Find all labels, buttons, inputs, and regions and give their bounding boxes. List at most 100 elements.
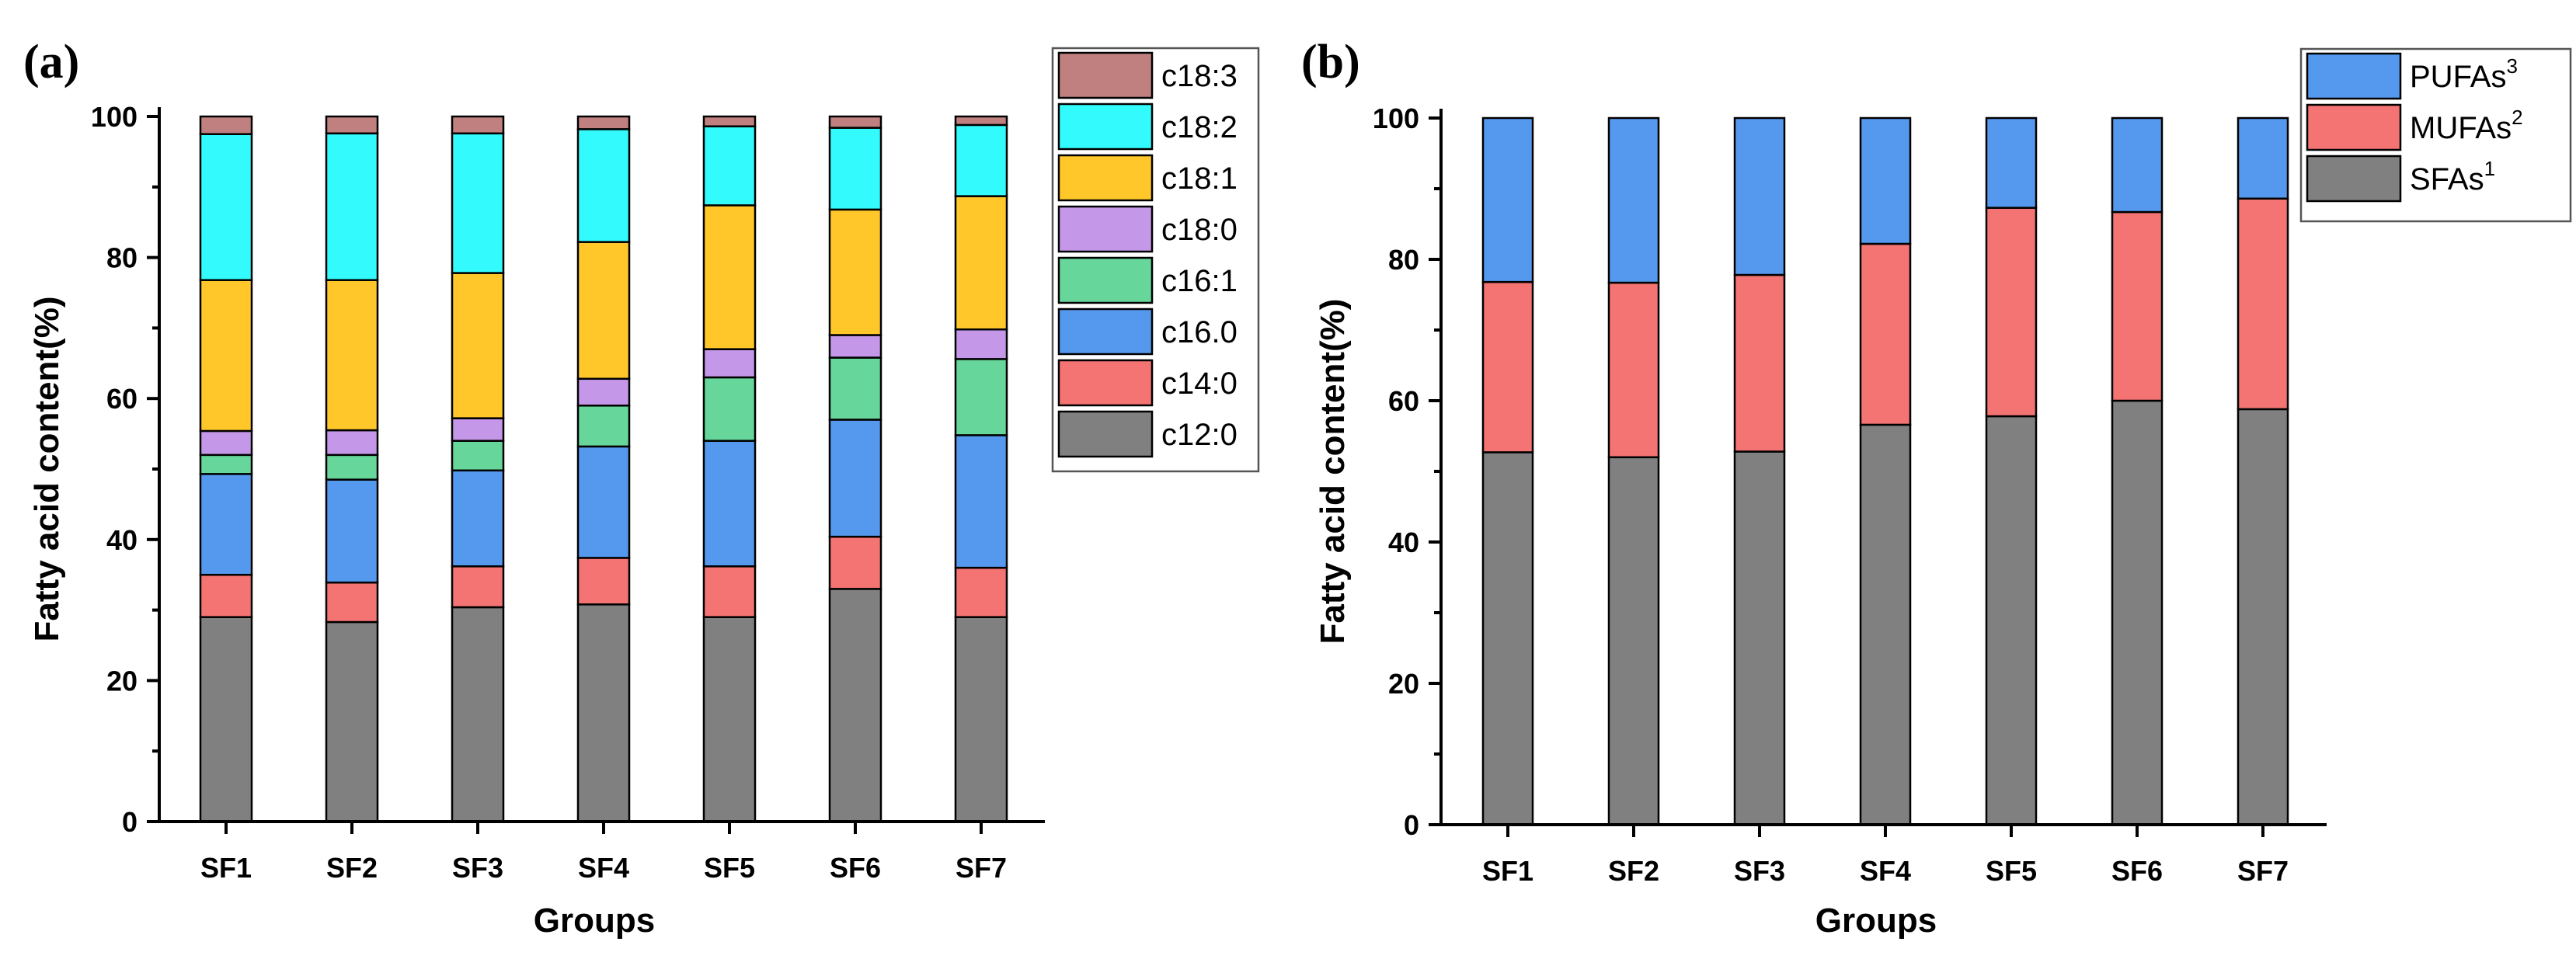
panel-a-bar-sf3-c16-0 (451, 469, 505, 568)
panel-a-bar-sf4-c18-2 (576, 128, 631, 243)
panel-b-x-tick-label-sf3: SF3 (1734, 855, 1785, 887)
panel-b-y-tick-label: 80 (1388, 244, 1419, 276)
panel-b-bars (1481, 116, 2289, 826)
panel-a-legend-label-c18-0: c18:0 (1161, 213, 1238, 247)
panel-b-bar-sf6-pufas (2111, 116, 2163, 214)
panel-a-bar-sf4-c12-0 (576, 603, 631, 823)
panel-b-bar-sf7-mufas (2237, 197, 2289, 411)
panel-b-bar-sf4-sfas (1859, 423, 1912, 826)
panel-a-legend-swatch-c18-2 (1057, 103, 1154, 151)
panel-a-y-tick-label: 20 (106, 665, 138, 697)
panel-a-legend-swatch-c12-0 (1057, 410, 1154, 458)
panel-a-bar-sf7-c18-1 (954, 195, 1008, 331)
panel-a-x-tick-label-sf4: SF4 (578, 852, 629, 884)
panel-a-legend-swatch-c16-1 (1057, 256, 1154, 304)
panel-a-bar-sf1-c12-0 (199, 616, 253, 823)
panel-a-bar-sf3-c18-2 (451, 132, 505, 274)
panel-b-x-tick-label-sf5: SF5 (1986, 855, 2037, 887)
panel-a-legend-label-c12-0: c12:0 (1161, 418, 1238, 452)
panel-a-y-axis-title: Fatty acid content(%) (28, 297, 66, 642)
panel-a-bar-sf3-c18-1 (451, 272, 505, 419)
panel-a-y-tick-label: 60 (106, 383, 138, 415)
panel-a-bar-sf5-c18-3 (702, 115, 757, 127)
panel-b-stacked-bar-chart: (b) Fatty acid content(%) Groups 0 20 40 60… (1301, 36, 2572, 940)
panel-a-bar-sf1-c18-3 (199, 115, 253, 135)
panel-a-bar-sf7-c16-1 (954, 358, 1008, 436)
panel-a-bar-sf2-c12-0 (325, 620, 379, 823)
panel-b-bar-sf2-sfas (1607, 456, 1660, 826)
panel-b-y-tick-label: 0 (1404, 809, 1419, 841)
panel-a-bar-sf5-c18-0 (702, 348, 757, 379)
panel-a-bar-sf5-c18-2 (702, 125, 757, 207)
panel-a-y-tick-label: 0 (122, 806, 138, 838)
panel-a-legend-label-c14-0: c14:0 (1161, 367, 1238, 401)
panel-a-bar-sf3-c18-0 (451, 417, 505, 442)
panel-a-bar-sf1-c14-0 (199, 573, 253, 618)
panel-b-legend-label-mufas: MUFAs2 (2410, 106, 2523, 145)
panel-b-legend-label-sfas: SFAs1 (2410, 157, 2495, 196)
panel-a-bar-sf2-c18-3 (325, 115, 379, 135)
panel-a-legend-label-c18-2: c18:2 (1161, 110, 1238, 144)
panel-b-bar-sf4-mufas (1859, 242, 1912, 426)
panel-a-bar-sf3-c12-0 (451, 606, 505, 823)
panel-b-bar-sf7-pufas (2237, 116, 2289, 200)
panel-a-bar-sf4-c18-1 (576, 241, 631, 381)
panel-a-legend-swatch-c16-0 (1057, 308, 1154, 356)
panel-a-label: (a) (23, 36, 79, 89)
panel-a-y-tick-label: 40 (106, 524, 138, 556)
panel-b-bar-sf3-sfas (1733, 450, 1786, 826)
panel-a-bar-sf6-c18-2 (828, 127, 882, 211)
panel-a-bar-sf5-c16-0 (702, 440, 757, 568)
panel-a-bar-sf3-c14-0 (451, 565, 505, 609)
panel-b-y-tick-label: 60 (1388, 385, 1419, 417)
panel-a-bar-sf7-c18-2 (954, 123, 1008, 197)
panel-a-legend-label-c16-0: c16.0 (1161, 315, 1238, 349)
panel-b-x-tick-label-sf6: SF6 (2111, 855, 2163, 887)
panel-a-bars (199, 115, 1008, 823)
panel-a-legend-label-c18-1: c18:1 (1161, 162, 1238, 196)
panel-a-bar-sf5-c14-0 (702, 565, 757, 618)
panel-a-bar-sf1-c18-1 (199, 279, 253, 433)
panel-a-bar-sf2-c16-0 (325, 478, 379, 584)
panel-a-bar-sf6-c12-0 (828, 588, 882, 823)
panel-a-bar-sf5-c18-1 (702, 204, 757, 350)
panel-a-x-tick-label-sf2: SF2 (326, 852, 378, 884)
panel-b-legend: PUFAs3 MUFAs2 SFAs1 (2299, 47, 2572, 223)
panel-a-bar-sf1-c18-2 (199, 133, 253, 281)
panel-a-bar-sf7-c16-0 (954, 434, 1008, 569)
panel-a-bar-sf4-c16-1 (576, 405, 631, 448)
panel-a-bar-sf6-c18-1 (828, 208, 882, 336)
panel-a-bar-sf1-c16-0 (199, 473, 253, 576)
panel-a-legend-swatch-c18-3 (1057, 51, 1154, 99)
panel-a-bar-sf6-c16-0 (828, 419, 882, 538)
panel-a-bar-sf3-c16-1 (451, 440, 505, 472)
panel-b-bar-sf5-mufas (1985, 207, 2038, 418)
panel-a-bar-sf2-c14-0 (325, 581, 379, 624)
panel-b-x-tick-label-sf2: SF2 (1608, 855, 1659, 887)
panel-b-y-axis-title: Fatty acid content(%) (1314, 299, 1352, 645)
panel-b-x-tick-label-sf1: SF1 (1482, 855, 1533, 887)
panel-b-bar-sf4-pufas (1859, 116, 1912, 245)
panel-b-x-axis-title: Groups (1815, 902, 1937, 940)
panel-a-legend-swatch-c18-1 (1057, 154, 1154, 202)
panel-b-bar-sf1-sfas (1481, 451, 1534, 826)
panel-b-legend-swatch-mufas (2306, 103, 2402, 151)
panel-b-bar-sf5-pufas (1985, 116, 2038, 209)
panel-a-bar-sf7-c12-0 (954, 616, 1008, 823)
panel-a-bar-sf7-c14-0 (954, 566, 1008, 618)
panel-b-legend-label-pufas: PUFAs3 (2410, 54, 2518, 94)
panel-a-legend-swatch-c18-0 (1057, 205, 1154, 253)
panel-b-bar-sf3-pufas (1733, 116, 1786, 276)
panel-a-x-tick-label-sf3: SF3 (452, 852, 503, 884)
panel-b-bar-sf1-pufas (1481, 116, 1534, 283)
panel-a-bar-sf2-c18-0 (325, 429, 379, 457)
panel-a-bar-sf7-c18-0 (954, 328, 1008, 360)
panel-b-legend-swatch-sfas (2306, 155, 2402, 203)
panel-a-bar-sf5-c16-1 (702, 376, 757, 442)
panel-b-y-tick-label: 40 (1388, 526, 1419, 558)
panel-b-legend-swatch-pufas (2306, 52, 2402, 100)
panel-a-bar-sf6-c14-0 (828, 535, 882, 590)
panel-a-bar-sf6-c18-0 (828, 334, 882, 359)
panel-a-y-tick-label: 80 (106, 242, 138, 274)
